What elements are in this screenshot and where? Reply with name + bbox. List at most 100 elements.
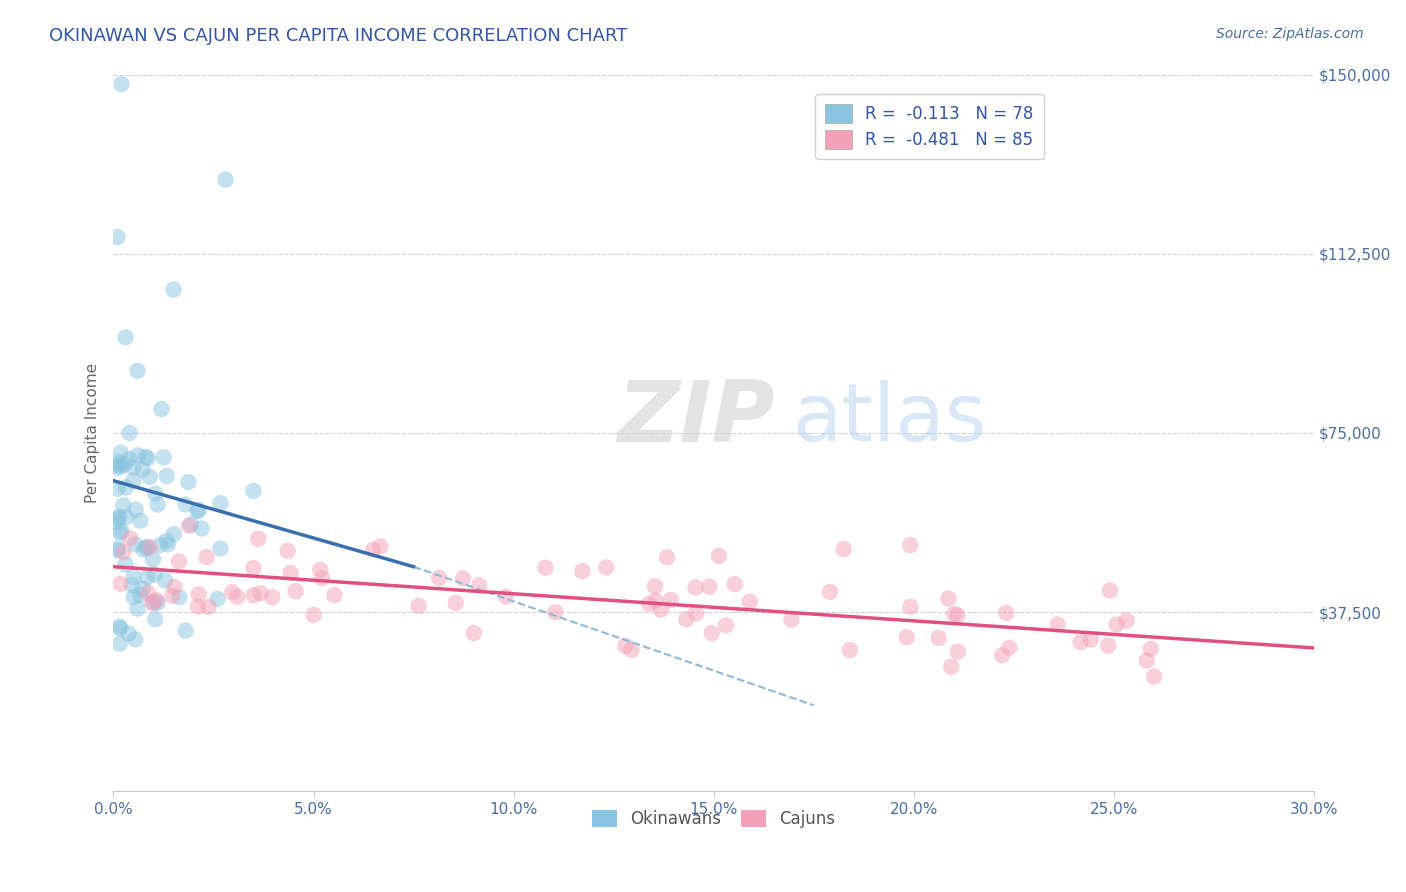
Point bbox=[136, 586, 159, 600]
Point bbox=[162, 589, 184, 603]
Point bbox=[209, 496, 232, 510]
Point bbox=[209, 541, 232, 556]
Point bbox=[655, 550, 678, 565]
Point bbox=[142, 552, 165, 566]
Point bbox=[309, 563, 332, 577]
Point bbox=[169, 591, 191, 605]
Point bbox=[644, 579, 666, 593]
Point bbox=[110, 459, 132, 474]
Point bbox=[697, 580, 720, 594]
Point bbox=[107, 230, 129, 244]
Legend: Okinawans, Cajuns: Okinawans, Cajuns bbox=[585, 803, 842, 835]
Point bbox=[114, 480, 136, 494]
Point bbox=[832, 542, 855, 557]
Text: Source: ZipAtlas.com: Source: ZipAtlas.com bbox=[1216, 27, 1364, 41]
Point bbox=[108, 619, 131, 633]
Point bbox=[146, 498, 169, 512]
Point bbox=[107, 543, 129, 558]
Point bbox=[361, 542, 384, 557]
Point bbox=[149, 538, 172, 552]
Point bbox=[1105, 617, 1128, 632]
Point bbox=[150, 402, 173, 417]
Point bbox=[122, 570, 145, 584]
Point bbox=[614, 639, 637, 653]
Point bbox=[110, 577, 132, 591]
Point bbox=[262, 590, 284, 604]
Point bbox=[143, 567, 166, 582]
Point bbox=[700, 626, 723, 640]
Point bbox=[1098, 583, 1121, 598]
Point bbox=[146, 596, 169, 610]
Point bbox=[620, 643, 643, 657]
Point bbox=[114, 558, 136, 572]
Point bbox=[152, 450, 174, 465]
Point bbox=[136, 451, 159, 466]
Point bbox=[277, 544, 299, 558]
Point bbox=[122, 460, 145, 475]
Point bbox=[187, 503, 209, 517]
Point bbox=[107, 458, 129, 472]
Point bbox=[900, 599, 922, 614]
Point bbox=[780, 613, 803, 627]
Point bbox=[108, 637, 131, 651]
Point bbox=[135, 541, 157, 555]
Point bbox=[226, 590, 249, 604]
Point bbox=[138, 470, 160, 484]
Point bbox=[122, 474, 145, 488]
Point bbox=[118, 425, 141, 440]
Point bbox=[115, 510, 138, 524]
Point bbox=[141, 596, 163, 610]
Point bbox=[991, 648, 1014, 662]
Point bbox=[110, 524, 132, 539]
Point bbox=[311, 571, 333, 585]
Point bbox=[242, 483, 264, 498]
Point bbox=[174, 498, 197, 512]
Point bbox=[685, 581, 707, 595]
Point bbox=[114, 457, 136, 471]
Point bbox=[121, 578, 143, 592]
Point bbox=[174, 624, 197, 638]
Point bbox=[571, 564, 593, 578]
Point bbox=[108, 621, 131, 635]
Point bbox=[451, 571, 474, 585]
Point bbox=[129, 514, 152, 528]
Point bbox=[125, 502, 148, 516]
Point bbox=[936, 591, 959, 606]
Point bbox=[177, 518, 200, 533]
Point bbox=[107, 511, 129, 525]
Point bbox=[127, 364, 149, 378]
Point bbox=[207, 591, 229, 606]
Point bbox=[162, 283, 184, 297]
Point bbox=[214, 172, 236, 186]
Point bbox=[302, 607, 325, 622]
Point bbox=[408, 599, 430, 613]
Point bbox=[118, 626, 141, 640]
Point bbox=[675, 612, 697, 626]
Point bbox=[107, 515, 129, 529]
Point bbox=[928, 631, 950, 645]
Point bbox=[195, 550, 218, 565]
Point bbox=[177, 475, 200, 489]
Point bbox=[946, 644, 969, 658]
Point bbox=[110, 77, 132, 91]
Point bbox=[707, 549, 730, 563]
Point bbox=[463, 626, 485, 640]
Point bbox=[107, 455, 129, 469]
Point bbox=[132, 542, 155, 557]
Point bbox=[131, 462, 153, 476]
Point bbox=[370, 540, 392, 554]
Point bbox=[124, 537, 146, 551]
Point bbox=[659, 593, 682, 607]
Point bbox=[644, 593, 666, 607]
Point bbox=[156, 469, 179, 483]
Point bbox=[190, 521, 212, 535]
Point bbox=[167, 554, 190, 568]
Point bbox=[427, 571, 450, 585]
Point bbox=[685, 607, 707, 621]
Point bbox=[187, 599, 209, 614]
Point bbox=[896, 630, 918, 644]
Point bbox=[534, 560, 557, 574]
Point bbox=[444, 596, 467, 610]
Point bbox=[131, 582, 153, 596]
Point bbox=[468, 578, 491, 592]
